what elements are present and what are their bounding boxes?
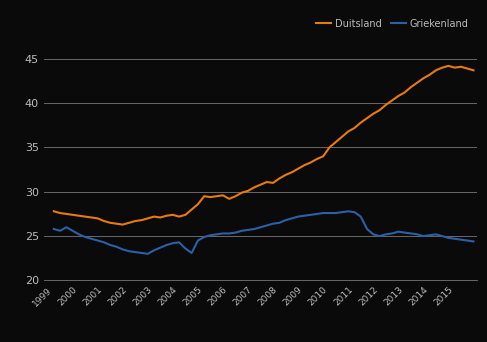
Griekenland — [433, 232, 439, 236]
Duitsland — [120, 223, 126, 227]
Duitsland — [433, 68, 439, 73]
Duitsland — [427, 73, 432, 77]
Griekenland — [51, 227, 57, 231]
Griekenland — [470, 239, 476, 244]
Duitsland — [439, 66, 445, 70]
Griekenland — [364, 227, 370, 231]
Griekenland — [345, 209, 351, 213]
Duitsland — [358, 121, 364, 125]
Duitsland — [51, 209, 57, 213]
Duitsland — [470, 68, 476, 73]
Duitsland — [446, 64, 451, 68]
Duitsland — [339, 135, 345, 139]
Griekenland — [339, 210, 345, 214]
Griekenland — [446, 236, 451, 240]
Legend: Duitsland, Griekenland: Duitsland, Griekenland — [312, 15, 472, 32]
Griekenland — [145, 252, 150, 256]
Duitsland — [389, 98, 395, 103]
Line: Griekenland: Griekenland — [54, 211, 473, 254]
Griekenland — [439, 234, 445, 238]
Line: Duitsland: Duitsland — [54, 66, 473, 225]
Griekenland — [395, 229, 401, 234]
